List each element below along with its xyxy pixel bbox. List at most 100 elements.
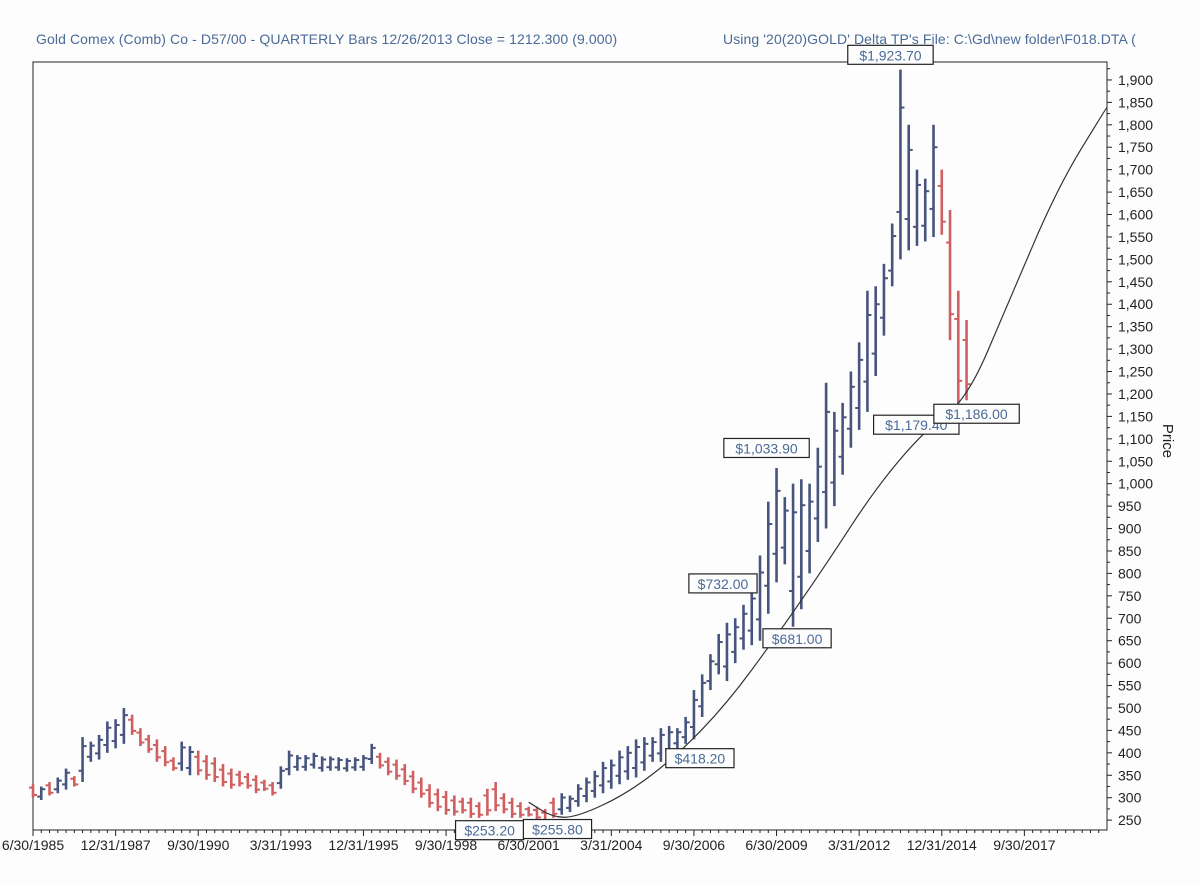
ohlc-bar bbox=[549, 797, 558, 818]
ohlc-bar bbox=[260, 779, 269, 791]
callout-text: $1,033.90 bbox=[735, 440, 797, 456]
ohlc-bar bbox=[409, 770, 418, 794]
y-tick-label: 1,200 bbox=[1118, 386, 1153, 402]
ohlc-bar bbox=[466, 797, 475, 818]
ohlc-bar bbox=[152, 739, 161, 762]
ohlc-bar bbox=[111, 719, 120, 749]
callout-box bbox=[665, 748, 735, 769]
y-tick-label: 750 bbox=[1118, 588, 1142, 604]
ohlc-bar bbox=[318, 756, 327, 772]
y-tick-label: 1,750 bbox=[1118, 139, 1153, 155]
callout-text: $1,186.00 bbox=[945, 406, 1007, 422]
ohlc-bar bbox=[673, 728, 682, 749]
ohlc-bar bbox=[731, 618, 740, 664]
ohlc-bar bbox=[185, 746, 194, 776]
y-tick-label: 1,000 bbox=[1118, 476, 1153, 492]
ohlc-bar bbox=[483, 788, 492, 816]
ohlc-bar bbox=[566, 795, 574, 813]
x-tick-label: 12/31/2014 bbox=[907, 837, 977, 853]
ohlc-bar bbox=[756, 555, 765, 641]
price-callout: $1,923.70 bbox=[847, 44, 934, 65]
y-tick-label: 500 bbox=[1118, 700, 1142, 716]
ohlc-bar bbox=[235, 770, 244, 787]
ohlc-bar bbox=[516, 802, 525, 818]
ohlc-bar bbox=[45, 782, 54, 796]
ohlc-bar bbox=[954, 290, 963, 404]
ohlc-bar bbox=[359, 755, 368, 771]
ohlc-bar bbox=[640, 737, 649, 771]
ohlc-bar bbox=[607, 759, 616, 789]
x-tick-label: 6/30/2001 bbox=[498, 837, 560, 853]
y-tick-label: 1,700 bbox=[1118, 162, 1153, 178]
y-tick-label: 1,100 bbox=[1118, 431, 1153, 447]
y-tick-label: 650 bbox=[1118, 633, 1142, 649]
ohlc-bar bbox=[29, 784, 37, 798]
ohlc-bar bbox=[764, 501, 773, 614]
ohlc-bar bbox=[656, 728, 665, 762]
callout-text: $255.80 bbox=[532, 822, 583, 838]
callout-text: $418.20 bbox=[675, 751, 726, 767]
price-callout: $255.80 bbox=[522, 818, 593, 840]
trend-curve bbox=[528, 106, 1108, 818]
ohlc-bar bbox=[95, 734, 104, 760]
ohlc-bar bbox=[524, 806, 533, 817]
callout-text: $253.20 bbox=[464, 823, 515, 839]
ohlc-bar bbox=[194, 750, 203, 776]
y-tick-label: 1,300 bbox=[1118, 341, 1153, 357]
y-tick-label: 400 bbox=[1118, 745, 1142, 761]
y-tick-label: 1,500 bbox=[1118, 251, 1153, 267]
ohlc-bar bbox=[681, 716, 690, 744]
y-tick-label: 1,550 bbox=[1118, 229, 1153, 245]
ohlc-bar bbox=[384, 757, 393, 776]
ohlc-bar bbox=[62, 768, 71, 790]
y-tick-label: 300 bbox=[1118, 790, 1142, 806]
y-tick-label: 600 bbox=[1118, 655, 1142, 671]
x-tick-label: 6/30/2009 bbox=[745, 837, 807, 853]
ohlc-bar bbox=[144, 734, 153, 753]
ohlc-bar bbox=[937, 169, 946, 235]
x-tick-label: 3/31/1993 bbox=[250, 837, 312, 853]
callout-text: $681.00 bbox=[772, 631, 823, 647]
y-tick-label: 1,800 bbox=[1118, 117, 1153, 133]
ohlc-bar bbox=[805, 483, 814, 574]
ohlc-bar bbox=[648, 737, 657, 762]
ohlc-bar bbox=[772, 467, 781, 583]
ohlc-bar bbox=[342, 758, 351, 772]
ohlc-bar bbox=[276, 766, 285, 789]
ohlc-bar bbox=[70, 776, 79, 787]
x-tick-label: 9/30/2006 bbox=[663, 837, 725, 853]
y-tick-label: 1,600 bbox=[1118, 207, 1153, 223]
ohlc-bar bbox=[698, 674, 707, 717]
ohlc-bar bbox=[128, 714, 137, 735]
ohlc-bar bbox=[285, 750, 294, 776]
ohlc-bar bbox=[475, 802, 484, 818]
y-tick-label: 1,450 bbox=[1118, 274, 1153, 290]
x-tick-label: 3/31/2012 bbox=[828, 837, 890, 853]
ohlc-bar bbox=[574, 784, 583, 807]
price-callout: $1,033.90 bbox=[723, 437, 810, 459]
ohlc-bar bbox=[210, 757, 219, 782]
x-tick-label: 12/31/1995 bbox=[328, 837, 398, 853]
ohlc-bar bbox=[689, 690, 698, 740]
ohlc-bar bbox=[351, 757, 360, 771]
ohlc-bar bbox=[739, 604, 748, 650]
ohlc-bar bbox=[879, 263, 888, 336]
ohlc-bar bbox=[532, 806, 541, 821]
y-tick-label: 550 bbox=[1118, 678, 1142, 694]
ohlc-bar bbox=[202, 755, 211, 780]
ohlc-bar bbox=[334, 757, 343, 771]
plot-frame bbox=[32, 61, 1108, 831]
ohlc-bar bbox=[400, 764, 409, 786]
ohlc-bar bbox=[293, 755, 302, 771]
ohlc-bar bbox=[375, 752, 384, 769]
date-axis: 6/30/1985 12/31/1987 9/30/1990 3/31/1993 12/… bbox=[2, 830, 1100, 853]
callout-box bbox=[762, 628, 832, 649]
ohlc-bar bbox=[268, 782, 277, 796]
ohlc-bar bbox=[491, 782, 500, 812]
price-callout: $732.00 bbox=[688, 573, 758, 594]
callout-text: $1,179.40 bbox=[885, 417, 947, 433]
price-callout: $418.20 bbox=[665, 748, 735, 769]
ohlc-bar bbox=[309, 752, 318, 769]
ohlc-bar bbox=[871, 286, 880, 377]
